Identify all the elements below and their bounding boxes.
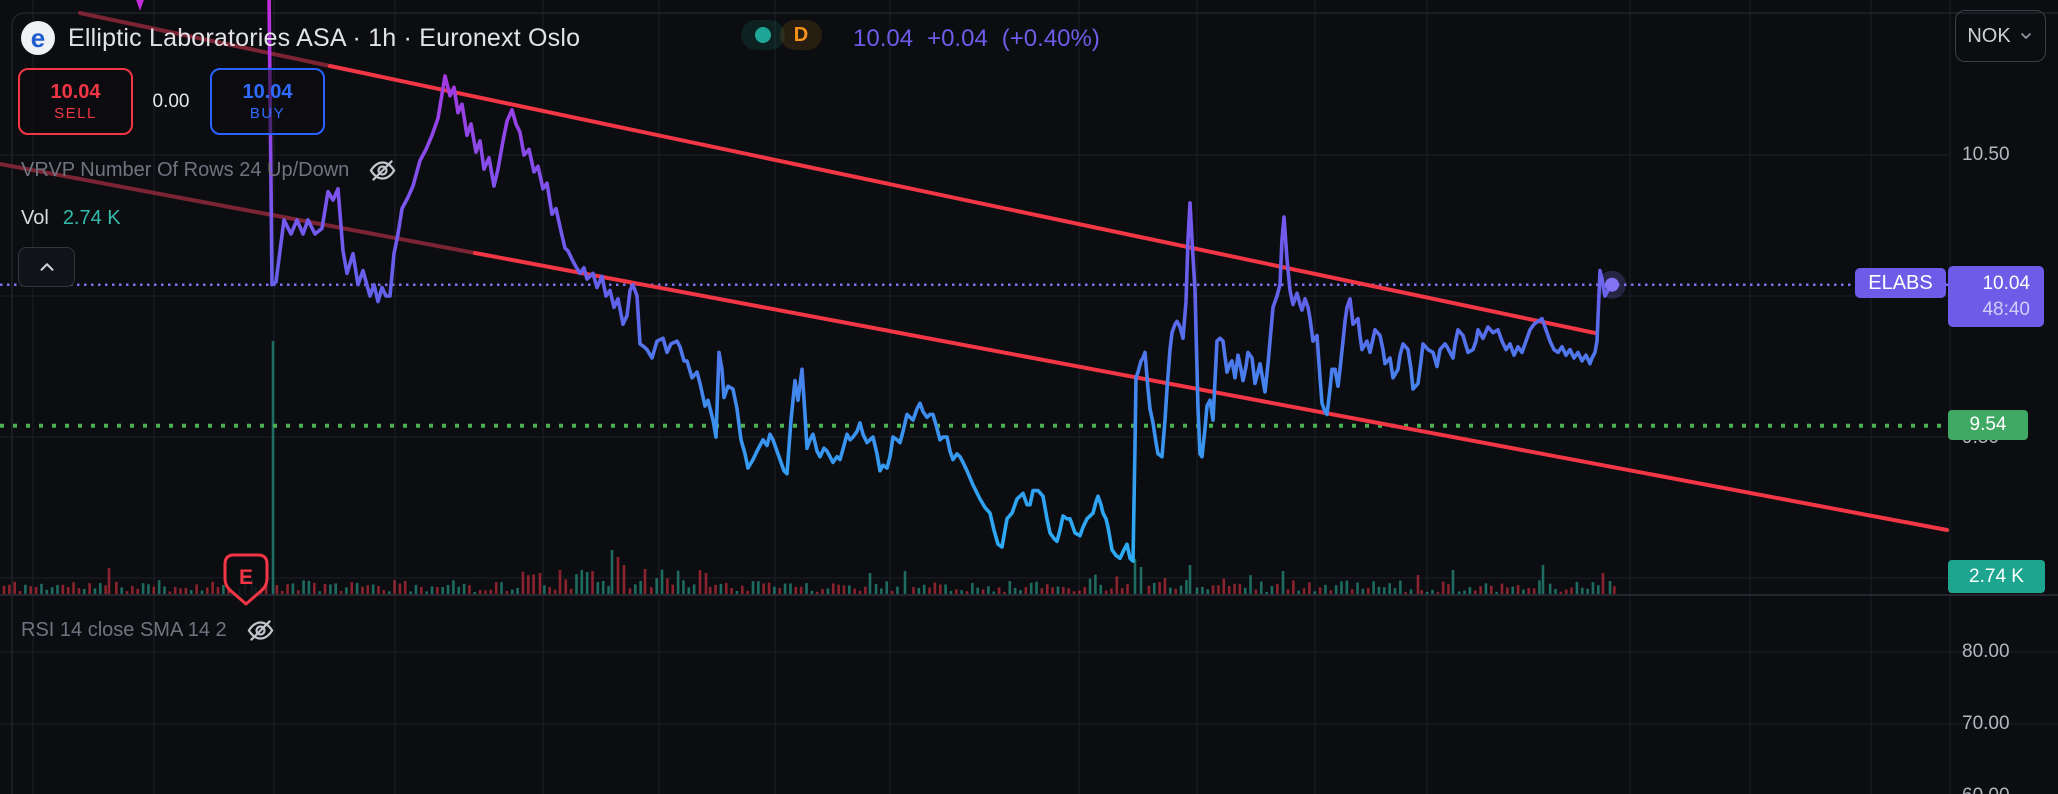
sell-button[interactable]: 10.04 SELL xyxy=(18,68,133,135)
symbol-title[interactable]: Elliptic Laboratories ASA · 1h · Euronex… xyxy=(68,24,581,52)
eye-hidden-icon[interactable] xyxy=(367,155,398,186)
earnings-marker[interactable]: E xyxy=(223,553,269,606)
vrvp-legend: VRVP Number Of Rows 24 Up/Down xyxy=(21,157,398,183)
last-price-text: 10.04 xyxy=(853,25,914,52)
chevron-down-icon xyxy=(2020,33,2031,39)
price-axis-pane[interactable] xyxy=(1950,0,2058,794)
trend-line-upper xyxy=(328,64,1597,335)
symbol-logo[interactable]: e xyxy=(21,21,55,55)
trend-line-upper-dim xyxy=(78,11,332,68)
rsi-legend-text: RSI 14 close SMA 14 2 xyxy=(21,618,227,641)
widget-frame xyxy=(11,12,2058,794)
volume-axis-badge: 2.74 K xyxy=(1948,560,2045,593)
price-change-readout: 10.04 +0.04 (+0.40%) xyxy=(853,25,1100,53)
symbol-tag-badge: ELABS xyxy=(1855,268,1946,298)
spread-value: 0.00 xyxy=(152,91,190,112)
sell-price: 10.04 xyxy=(50,81,101,103)
bar-countdown: 48:40 xyxy=(1982,298,2030,320)
last-price-badge-value: 10.04 xyxy=(1982,272,2030,294)
market-status-toggle[interactable] xyxy=(741,20,785,50)
live-status-icon xyxy=(755,27,771,43)
currency-selector-button[interactable]: NOK xyxy=(1955,10,2046,62)
currency-label: NOK xyxy=(1967,24,2011,47)
green-level-badge: 9.54 xyxy=(1948,410,2028,440)
chevron-up-icon xyxy=(39,263,54,271)
eye-hidden-icon[interactable] xyxy=(245,615,276,646)
collapse-panel-button[interactable] xyxy=(18,247,75,287)
change-text: +0.04 xyxy=(927,25,988,52)
last-price-badge: 10.04 48:40 xyxy=(1948,266,2044,327)
buy-price: 10.04 xyxy=(242,81,293,103)
buy-button[interactable]: 10.04 BUY xyxy=(210,68,325,135)
volume-legend: Vol 2.74 K xyxy=(21,205,121,231)
last-point-dot xyxy=(1605,277,1619,292)
volume-bars xyxy=(2,341,1616,595)
price-line xyxy=(267,0,1614,563)
axis-label-70: 70.00 xyxy=(1962,713,2010,734)
daily-toggle[interactable]: D xyxy=(780,20,822,50)
axis-label-10-50: 10.50 xyxy=(1962,144,2010,165)
volume-legend-value: 2.74 K xyxy=(62,206,121,229)
price-line-offscreen-tick xyxy=(136,0,144,11)
axis-label-80: 80.00 xyxy=(1962,641,2010,662)
svg-text:E: E xyxy=(239,566,253,589)
vrvp-legend-text: VRVP Number Of Rows 24 Up/Down xyxy=(21,158,350,181)
trend-line-lower xyxy=(473,251,1949,532)
status-toggles: D xyxy=(741,20,822,50)
volume-legend-label: Vol xyxy=(21,206,49,229)
change-pct-text: (+0.40%) xyxy=(1001,25,1100,52)
buy-label: BUY xyxy=(249,105,286,122)
sell-label: SELL xyxy=(54,105,97,122)
axis-label-60: 60.00 xyxy=(1962,785,2010,794)
rsi-legend: RSI 14 close SMA 14 2 xyxy=(21,617,276,643)
